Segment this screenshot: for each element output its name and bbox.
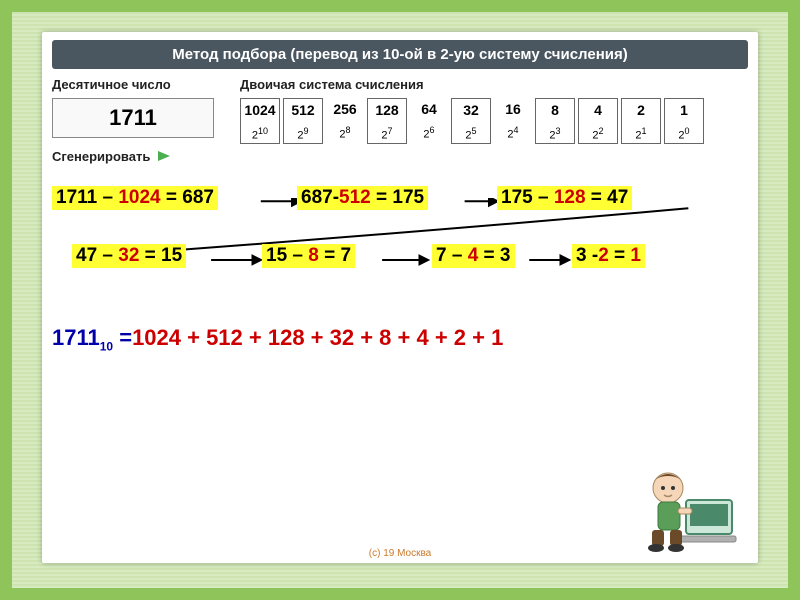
- power-cell: 1624: [494, 98, 532, 144]
- calc-step: 47 – 32 = 15: [72, 244, 186, 268]
- slide-frame: Метод подбора (перевод из 10-ой в 2-ую с…: [0, 0, 800, 600]
- binary-panel: Двоичая система счисления 10242105122925…: [240, 77, 748, 164]
- power-cell: 6426: [410, 98, 448, 144]
- power-cell: 51229: [283, 98, 323, 144]
- slide-content: Метод подбора (перевод из 10-ой в 2-ую с…: [42, 32, 758, 563]
- result-rhs: 1024 + 512 + 128 + 32 + 8 + 4 + 2 + 1: [132, 325, 503, 350]
- powers-row: 1024210512292562812827642632251624823422…: [240, 98, 748, 144]
- decimal-value: 1711: [52, 98, 214, 138]
- power-cell: 3225: [451, 98, 491, 144]
- mascot-icon: [638, 458, 738, 553]
- generate-button[interactable]: Сгенерировать: [52, 149, 150, 164]
- result-lhs: 171110 =: [52, 325, 132, 350]
- arrow-right-icon: [158, 148, 174, 164]
- top-row: Десятичное число 1711 Сгенерировать Двои…: [52, 77, 748, 164]
- calc-step: 3 -2 = 1: [572, 244, 645, 268]
- calc-step: 687-512 = 175: [297, 186, 428, 210]
- power-cell: 12827: [367, 98, 407, 144]
- decimal-label: Десятичное число: [52, 77, 222, 92]
- footer-text: (c) 19 Москва: [42, 548, 758, 559]
- calc-step: 1711 – 1024 = 687: [52, 186, 218, 210]
- calc-step: 15 – 8 = 7: [262, 244, 355, 268]
- calc-step: 175 – 128 = 47: [497, 186, 632, 210]
- result-line: 171110 =1024 + 512 + 128 + 32 + 8 + 4 + …: [52, 324, 748, 355]
- decimal-panel: Десятичное число 1711 Сгенерировать: [52, 77, 222, 164]
- power-cell: 221: [621, 98, 661, 144]
- power-cell: 120: [664, 98, 704, 144]
- power-cell: 422: [578, 98, 618, 144]
- power-cell: 25628: [326, 98, 364, 144]
- calculation-area: 1711 – 1024 = 687 687-512 = 175 175 – 128 …: [52, 186, 748, 306]
- power-cell: 1024210: [240, 98, 280, 144]
- title-bar: Метод подбора (перевод из 10-ой в 2-ую с…: [52, 40, 748, 69]
- binary-label: Двоичая система счисления: [240, 77, 748, 92]
- calc-step: 7 – 4 = 3: [432, 244, 515, 268]
- power-cell: 823: [535, 98, 575, 144]
